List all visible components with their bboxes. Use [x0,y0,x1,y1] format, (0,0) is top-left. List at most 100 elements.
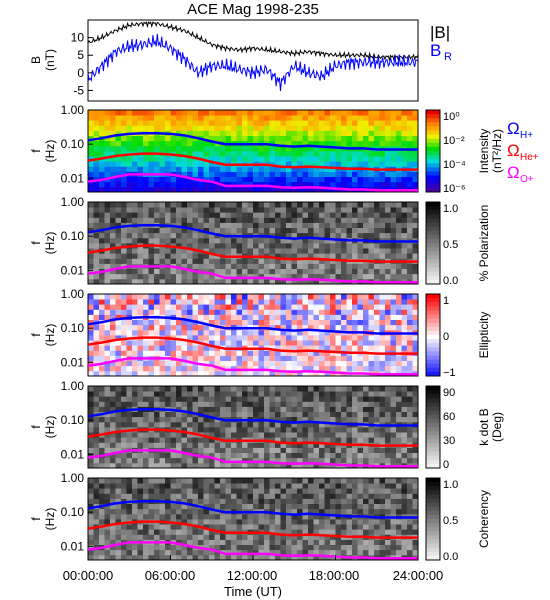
heatmap-cell [330,396,336,402]
heatmap-cell [308,329,314,336]
heatmap-cell [258,248,265,254]
heatmap-cell [308,539,314,545]
heatmap-cell [121,120,127,126]
heatmap-cell [286,248,292,254]
heatmap-cell [242,151,248,157]
heatmap-cell [396,401,402,407]
heatmap-cell [115,365,122,372]
heatmap-cell [104,396,111,402]
heatmap-cell [137,462,144,469]
heatmap-cell [357,539,364,545]
heatmap-cell [286,324,292,331]
heatmap-cell [269,488,276,494]
heatmap-cell [181,478,188,484]
heatmap-cell [335,524,342,530]
heatmap-cell [253,120,259,126]
heatmap-cell [203,273,210,280]
heatmap-cell [352,176,358,183]
heatmap-cell [104,411,111,418]
heatmap-cell [308,335,314,341]
heatmap-cell [275,232,281,239]
heatmap-cell [346,335,353,341]
heatmap-cell [324,421,331,428]
heatmap-cell [368,125,375,131]
heatmap-cell [412,437,419,443]
heatmap-cell [396,488,402,494]
colorbar-segment [426,126,440,131]
heatmap-cell [324,176,331,183]
heatmap-cell [132,186,138,193]
heatmap-cell [308,340,314,346]
heatmap-cell [214,115,221,121]
heatmap-cell [407,416,413,423]
heatmap-cell [214,304,221,310]
heatmap-cell [110,151,116,157]
heatmap-cell [176,135,182,142]
heatmap-cell [154,534,160,540]
heatmap-cell [148,544,155,551]
colorbar-segment [426,347,440,352]
heatmap-cell [236,519,243,525]
heatmap-cell [236,411,243,418]
heatmap-cell [176,340,182,346]
heatmap-cell [121,335,127,341]
heatmap-cell [121,299,127,305]
heatmap-cell [407,181,413,188]
heatmap-cell [330,309,336,315]
heatmap-cell [170,115,177,121]
heatmap-cell [170,135,177,142]
heatmap-cell [253,156,259,162]
heatmap-cell [379,243,386,249]
heatmap-cell [159,294,166,300]
heatmap-cell [363,411,369,418]
heatmap-cell [154,360,160,367]
heatmap-cell [286,554,292,561]
f-ytick-label: 0.01 [61,355,85,369]
heatmap-cell [379,176,386,183]
heatmap-cell [181,248,188,254]
gyrofrequency-line-Hplus [87,499,418,519]
heatmap-cell [137,232,144,239]
heatmap-cell [165,273,171,280]
heatmap-cell [159,457,166,464]
heatmap-cell [170,524,177,530]
heatmap-cell [115,483,122,489]
heatmap-cell [176,324,182,331]
heatmap-cell [165,145,171,152]
heatmap-cell [99,151,105,157]
heatmap-cell [308,186,314,193]
heatmap-cell [269,544,276,551]
heatmap-cell [93,457,100,464]
heatmap-cell [115,130,122,136]
heatmap-cell [368,202,375,208]
heatmap-cell [225,207,232,213]
heatmap-cell [148,411,155,418]
heatmap-cell [269,294,276,300]
heatmap-cell [341,411,347,418]
heatmap-cell [412,135,419,142]
heatmap-cell [93,335,100,341]
heatmap-cell [297,324,303,331]
heatmap-cell [401,483,408,489]
heatmap-cell [209,227,215,234]
heatmap-cell [115,508,122,515]
heatmap-cell [126,273,133,280]
heatmap-cell [313,427,320,433]
heatmap-cell [242,135,248,142]
heatmap-cell [286,447,292,453]
heatmap-cell [313,110,320,116]
heatmap-cell [363,457,369,464]
heatmap-cell [302,258,309,264]
heatmap-cell [275,335,281,341]
heatmap-cell [330,519,336,525]
heatmap-cell [412,181,419,188]
heatmap-cell [374,120,380,126]
heatmap-cell [357,483,364,489]
heatmap-cell [330,161,336,167]
colorbar-segment [426,463,440,469]
heatmap-cell [214,243,221,249]
heatmap-cell [209,493,215,499]
heatmap-cell [286,401,292,407]
colorbar-segment [426,279,440,285]
